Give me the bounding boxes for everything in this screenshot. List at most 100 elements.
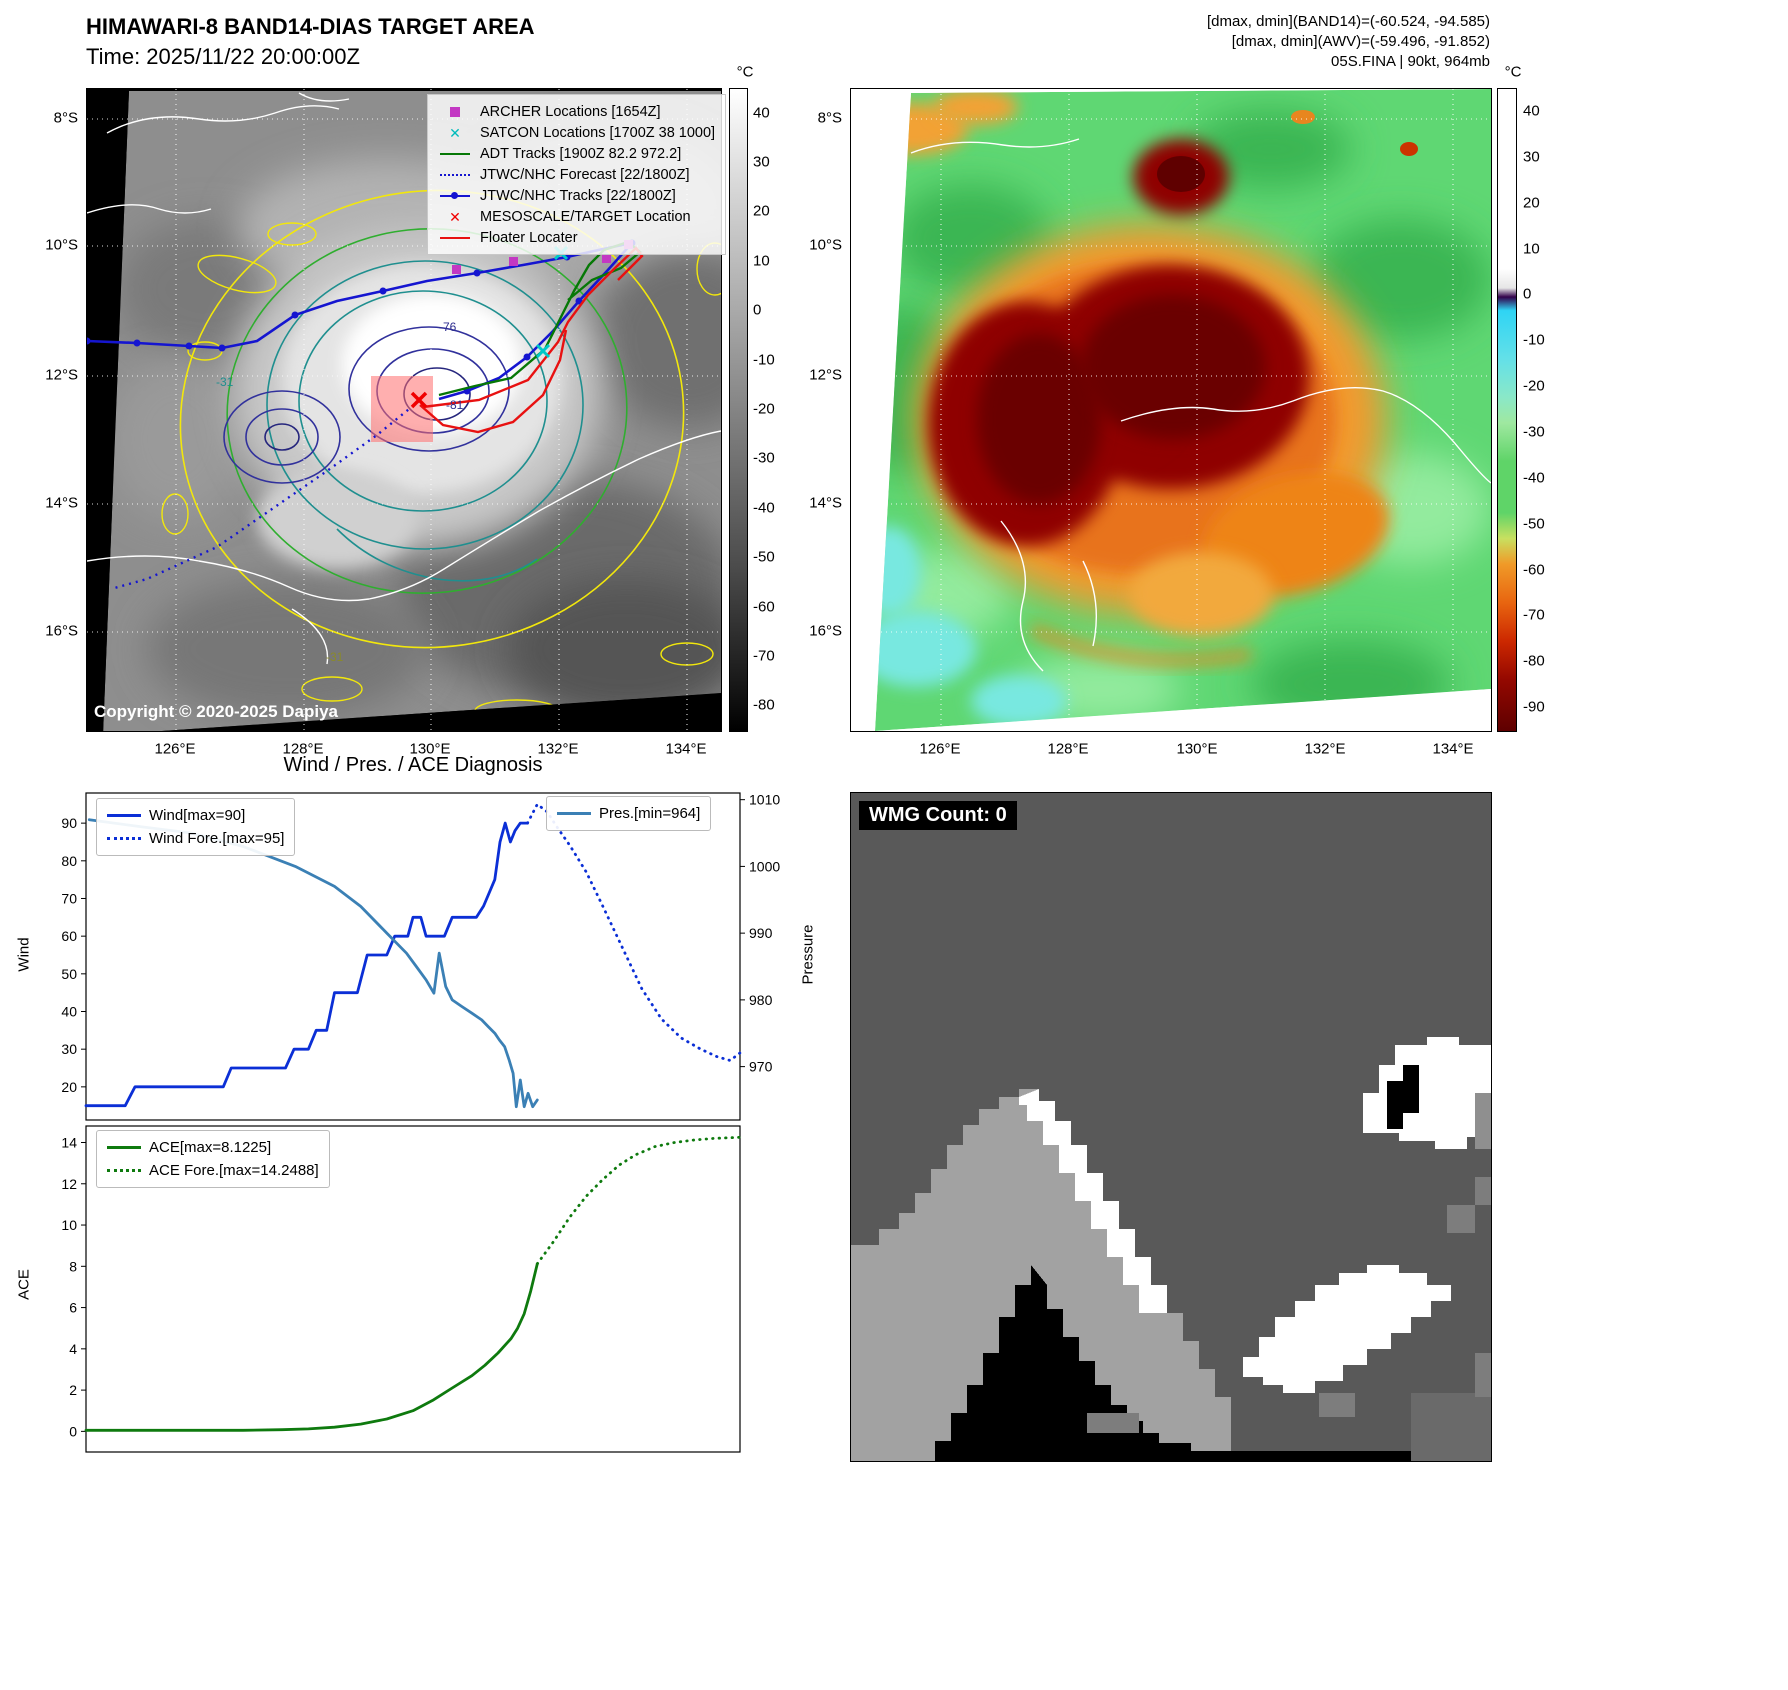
dmax-dmin-band14: [dmax, dmin](BAND14)=(-60.524, -94.585) (1206, 13, 1490, 30)
svg-text:30: 30 (61, 1041, 77, 1057)
axis-tick-label: 8°S (53, 109, 78, 127)
copyright-label: Copyright © 2020-2025 Dapiya (94, 702, 339, 721)
line-swatch (107, 837, 141, 840)
axis-tick-label: 20 (1523, 194, 1540, 212)
storm-info-header: [dmax, dmin](BAND14)=(-60.524, -94.585) … (1040, 12, 1490, 72)
wind-legend: Wind[max=90] Wind Fore.[max=95] (96, 798, 296, 856)
axis-tick-label: 0 (753, 301, 762, 319)
wind-pressure-chart: 20 30 40 50 60 70 80 90 970 980 990 1000 1010 (61, 792, 780, 1121)
contour-label: -81 (446, 398, 464, 412)
legend-label: ADT Tracks [1900Z 82.2 972.2] (480, 145, 682, 162)
axis-tick-label: 130°E (1176, 740, 1218, 758)
axis-tick-label: 10 (1523, 240, 1540, 257)
axis-tick-label: 132°E (537, 740, 579, 758)
enhanced-ir-map (850, 88, 1492, 732)
axis-tick-label: 132°E (1304, 740, 1346, 758)
wind-max-series (84, 821, 529, 1108)
ace-legend: ACE[max=8.1225] ACE Fore.[max=14.2488] (96, 1130, 330, 1188)
legend-item: Floater Locater (438, 227, 715, 248)
axis-tick-label: 14°S (809, 494, 842, 512)
axis-tick-label: 134°E (665, 740, 707, 758)
svg-text:20: 20 (61, 1079, 77, 1095)
temperature-contours (179, 189, 685, 649)
axis-tick-label: -80 (1523, 652, 1545, 670)
storm-tracks (87, 239, 644, 591)
axis-tick-label: -60 (753, 598, 775, 616)
line-dot-legend-marker (438, 191, 472, 199)
svg-text:8: 8 (69, 1258, 77, 1274)
svg-text:60: 60 (61, 928, 77, 944)
legend-label: JTWC/NHC Tracks [22/1800Z] (480, 187, 676, 204)
chart-title: Wind / Pres. / ACE Diagnosis (283, 754, 543, 776)
axis-tick-label: -10 (1523, 331, 1545, 349)
legend-item: ADT Tracks [1900Z 82.2 972.2] (438, 143, 715, 164)
wind-fore-max-series (526, 802, 742, 1062)
axis-tick-label: -60 (1523, 561, 1545, 578)
axis-tick-label: 12°S (809, 366, 842, 384)
axis-tick-label: 126°E (154, 740, 196, 758)
axis-tick-label: -80 (753, 696, 775, 714)
svg-text:10: 10 (61, 1217, 77, 1233)
legend-label: Floater Locater (480, 229, 578, 246)
target-box (371, 376, 433, 442)
axis-tick-label: -40 (1523, 469, 1545, 487)
legend-label: ARCHER Locations [1654Z] (480, 103, 661, 120)
legend-item: JTWC/NHC Tracks [22/1800Z] (438, 185, 715, 206)
axis-tick-label: -30 (753, 449, 775, 467)
axis-tick-label: 128°E (1047, 740, 1089, 758)
latlon-grid (851, 89, 1491, 731)
legend-item: Wind Fore.[max=95] (107, 827, 284, 850)
svg-text:14: 14 (61, 1135, 77, 1151)
legend-item: ✕ MESOSCALE/TARGET Location (438, 206, 715, 227)
pressure-legend: Pres.[min=964] (546, 796, 712, 831)
legend-item: Pres.[min=964] (557, 802, 700, 825)
square-legend-marker (438, 106, 472, 117)
axis-tick-label: -40 (753, 499, 775, 517)
legend-item: Wind[max=90] (107, 804, 284, 827)
axis-tick-label: -20 (1523, 377, 1545, 395)
axis-tick-label: -30 (1523, 423, 1545, 441)
legend-item: ACE[max=8.1225] (107, 1136, 319, 1159)
ace-axis-label: ACE (15, 1269, 33, 1300)
ir-colorbar (1497, 88, 1517, 732)
legend-label: Wind[max=90] (149, 807, 246, 824)
contour-label: -76 (439, 320, 457, 334)
mesoscale-target-marker (410, 391, 428, 409)
svg-text:70: 70 (61, 890, 77, 906)
axis-tick-label: 10°S (809, 236, 842, 254)
svg-text:90: 90 (61, 815, 77, 831)
panel-subtitle: Time: 2025/11/22 20:00:00Z (86, 44, 360, 69)
coastlines (87, 92, 721, 665)
axis-tick-label: 40 (1523, 102, 1540, 120)
svg-text:1000: 1000 (749, 858, 780, 874)
wind-axis-label: Wind (15, 937, 33, 972)
legend-label: Wind Fore.[max=95] (149, 830, 285, 847)
axis-tick-label: -70 (753, 647, 775, 665)
svg-text:6: 6 (69, 1300, 77, 1316)
legend-item: ✕ SATCON Locations [1700Z 38 1000] (438, 122, 715, 143)
legend-label: Pres.[min=964] (599, 805, 701, 822)
dmax-dmin-awv: [dmax, dmin](AWV)=(-59.496, -91.852) (1231, 33, 1490, 50)
axis-tick-label: 30 (753, 153, 770, 171)
adt-track (438, 240, 642, 397)
ace-chart: 0 2 4 6 8 10 12 14 (61, 1125, 742, 1453)
jtwc-track (87, 241, 633, 350)
wmg-count-label: WMG Count: 0 (859, 801, 1017, 830)
pressure-axis-label: Pressure (799, 924, 817, 985)
axis-tick-label: °C (1504, 63, 1522, 81)
svg-text:2: 2 (69, 1382, 77, 1398)
latlon-grid (87, 89, 721, 731)
line-swatch (107, 814, 141, 817)
line-swatch (557, 812, 591, 815)
ace-fore-max-series (535, 1135, 742, 1266)
svg-text:4: 4 (69, 1341, 77, 1357)
wmg-panel: WMG Count: 0 (850, 792, 1492, 1462)
axis-tick-label: 8°S (817, 109, 842, 127)
contour-label: -31 (216, 375, 234, 389)
axis-tick-label: 0 (1523, 285, 1532, 303)
axis-tick-label: 20 (753, 202, 770, 220)
wmg-mask-image (851, 793, 1491, 1461)
legend-label: MESOSCALE/TARGET Location (480, 208, 691, 225)
axis-tick-label: 12°S (45, 366, 78, 384)
